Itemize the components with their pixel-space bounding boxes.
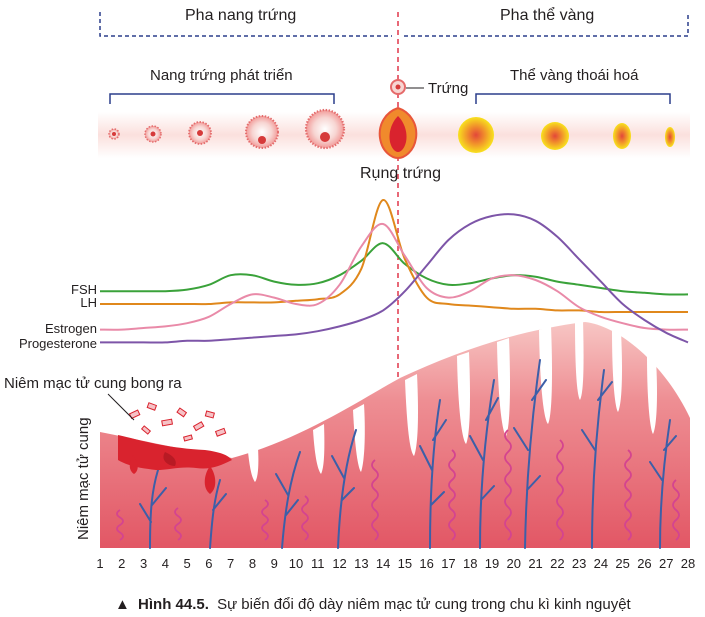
follicle-icon	[188, 121, 212, 145]
day-tick-label: 1	[96, 556, 103, 571]
spiral-artery	[556, 439, 564, 541]
day-tick-label: 6	[205, 556, 212, 571]
day-tick-label: 12	[332, 556, 346, 571]
follicle-icon	[245, 115, 279, 149]
blood-vessels	[139, 359, 677, 549]
corpus-luteum-label: Thể vàng thoái hoá	[510, 67, 639, 84]
follicle-icon	[304, 108, 346, 150]
day-tick-label: 14	[376, 556, 390, 571]
day-tick-label: 20	[507, 556, 521, 571]
spiral-arteries	[116, 429, 680, 541]
follicular-phase-label: Pha nang trứng	[185, 7, 296, 24]
day-tick-label: 19	[485, 556, 499, 571]
day-tick-label: 17	[441, 556, 455, 571]
progesterone-curve	[100, 213, 689, 344]
shedding-pointer	[107, 393, 135, 421]
endometrium-shedding-label: Niêm mạc tử cung bong ra	[4, 375, 182, 392]
spiral-artery	[174, 507, 182, 541]
follicle-growth-bracket	[109, 93, 335, 104]
day-tick-label: 26	[637, 556, 651, 571]
day-tick-label: 11	[311, 556, 325, 571]
spiral-artery	[504, 429, 512, 541]
spiral-artery	[672, 479, 680, 541]
day-tick-label: 27	[659, 556, 673, 571]
figure-caption: ▲ Hình 44.5. Sự biến đổi độ dày niêm mạc…	[115, 596, 632, 613]
corpus-luteum-bracket	[475, 93, 671, 104]
corpus-luteum-icon	[541, 122, 569, 150]
endometrial-glands	[248, 320, 657, 482]
egg-label: Trứng	[428, 80, 468, 97]
day-tick-label: 21	[528, 556, 542, 571]
spiral-artery	[116, 509, 124, 541]
corpus-luteum-icon	[458, 117, 494, 153]
follicle-icon	[144, 125, 162, 143]
corpora-lutea	[458, 117, 675, 153]
ovulation-label: Rụng trứng	[360, 165, 441, 182]
shed-debris	[128, 402, 227, 442]
progesterone-label: Progesterone	[19, 336, 97, 351]
day-tick-label: 25	[615, 556, 629, 571]
day-tick-label: 5	[183, 556, 190, 571]
shedding-blood	[118, 435, 232, 494]
developing-follicles	[108, 108, 346, 150]
ovulating-follicle	[378, 106, 418, 160]
day-tick-label: 4	[162, 556, 169, 571]
phase-brackets	[99, 12, 689, 37]
corpus-luteum-icon	[613, 123, 631, 149]
spiral-artery	[624, 449, 632, 541]
caption-text: Sự biến đổi độ dày niêm mạc tử cung tron…	[217, 596, 631, 613]
spiral-artery	[371, 459, 379, 541]
day-tick-label: 24	[594, 556, 608, 571]
day-tick-label: 28	[681, 556, 695, 571]
day-tick-label: 18	[463, 556, 477, 571]
day-tick-label: 3	[140, 556, 147, 571]
caption-marker: ▲	[115, 596, 130, 613]
day-tick-label: 10	[289, 556, 303, 571]
day-tick-label: 23	[572, 556, 586, 571]
hormone-curves	[99, 199, 689, 344]
day-tick-label: 22	[550, 556, 564, 571]
day-tick-label: 7	[227, 556, 234, 571]
fsh-curve	[99, 242, 689, 296]
lh-label: LH	[80, 295, 97, 310]
luteal-phase-label: Pha thể vàng	[500, 6, 594, 24]
egg-icon	[390, 79, 406, 95]
day-tick-label: 2	[118, 556, 125, 571]
follicle-icon	[108, 128, 120, 140]
follicle-growth-label: Nang trứng phát triển	[150, 67, 293, 84]
caption-title: Hình 44.5.	[138, 596, 209, 613]
lh-curve	[99, 199, 688, 314]
estrogen-curve	[99, 222, 689, 331]
day-tick-label: 15	[398, 556, 412, 571]
fsh-label: FSH	[71, 282, 97, 297]
day-tick-label: 9	[271, 556, 278, 571]
estrogen-label: Estrogen	[45, 321, 97, 336]
endometrium-tissue	[100, 322, 690, 548]
spiral-artery	[448, 449, 456, 541]
endometrium-axis-label: Niêm mạc tử cung	[75, 417, 92, 540]
day-tick-label: 8	[249, 556, 256, 571]
spiral-artery	[301, 495, 309, 541]
day-tick-label: 13	[354, 556, 368, 571]
day-tick-label: 16	[419, 556, 433, 571]
endometrium-section	[100, 320, 690, 549]
corpus-luteum-icon	[665, 127, 675, 147]
spiral-artery	[261, 499, 269, 541]
day-axis: 1 2 3 4 5 6 7 8 9 10 11 12 13 14 15 16 17 18 19 20 21 22 23 24 2…	[96, 556, 695, 571]
